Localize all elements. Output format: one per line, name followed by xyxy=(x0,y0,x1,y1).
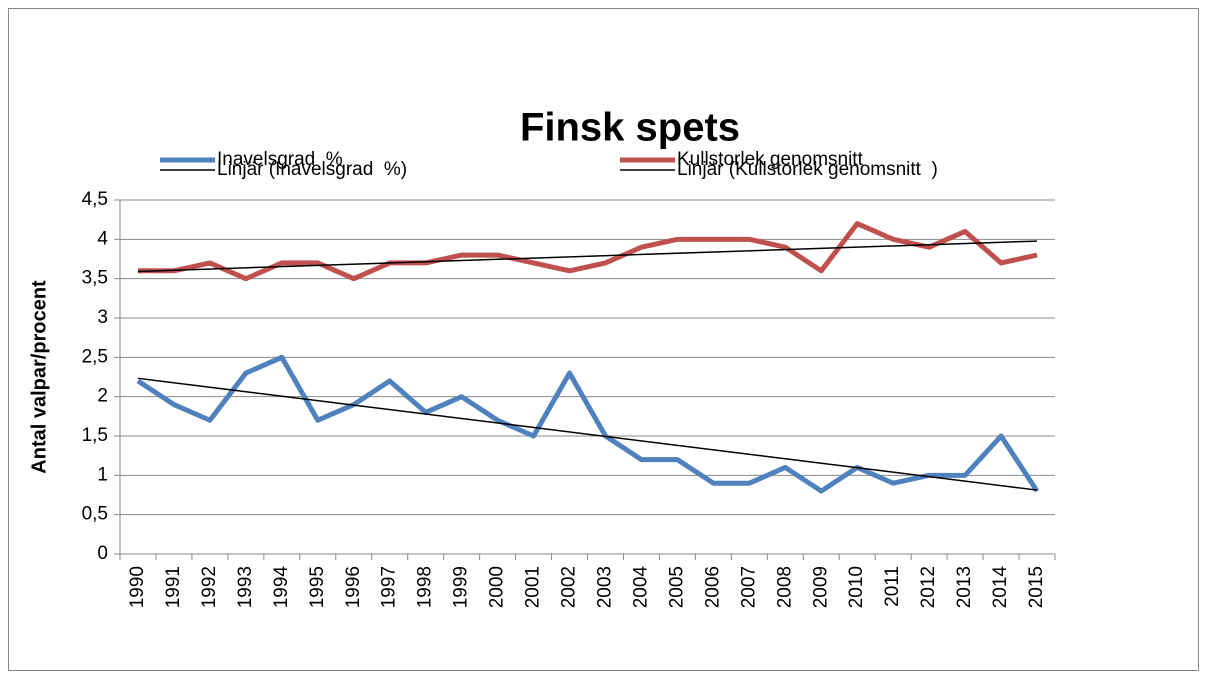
y-tick-label: 0,5 xyxy=(82,504,108,525)
x-tick-label: 2007 xyxy=(738,566,759,608)
chart-title: Finsk spets xyxy=(520,106,740,150)
x-tick-label: 1999 xyxy=(451,566,472,608)
legend-label: Linjär (Kullstorlek genomsnitt ) xyxy=(677,159,938,180)
trend-line xyxy=(137,377,1038,491)
y-tick-label: 3,5 xyxy=(82,268,108,289)
y-tick-label: 4,5 xyxy=(82,189,108,210)
x-tick-label: 2012 xyxy=(918,566,939,608)
legend-label: Linjär (Inavelsgrad %) xyxy=(217,159,407,180)
x-tick-label: 2009 xyxy=(810,566,831,608)
x-tick-label: 2006 xyxy=(702,566,723,608)
x-tick-label: 2008 xyxy=(774,566,795,608)
x-tick-label: 2004 xyxy=(630,566,651,609)
y-tick-label: 2,5 xyxy=(82,346,108,367)
y-axis-label: Antal valpar/procent xyxy=(28,280,50,474)
x-tick-label: 2014 xyxy=(990,566,1011,609)
series-line xyxy=(136,354,1040,494)
x-tick-label: 1995 xyxy=(307,566,328,608)
y-tick-label: 1,5 xyxy=(82,425,108,446)
x-tick-label: 2010 xyxy=(846,566,867,608)
x-tick-label: 2005 xyxy=(666,566,687,608)
y-tick-label: 1 xyxy=(97,464,108,485)
x-tick-label: 1996 xyxy=(343,566,364,608)
x-tick-label: 2015 xyxy=(1026,566,1047,608)
series-line xyxy=(137,221,1038,282)
x-tick-label: 1990 xyxy=(127,566,148,608)
x-tick-label: 1991 xyxy=(163,566,184,608)
chart-border xyxy=(8,8,1199,671)
x-tick-label: 1993 xyxy=(235,566,256,608)
x-tick-label: 2000 xyxy=(487,566,508,608)
trend-line xyxy=(137,240,1038,273)
x-tick-label: 2011 xyxy=(882,566,903,607)
legend-label: Kullstorlek genomsnitt xyxy=(677,149,864,170)
legend-label: Inavelsgrad % xyxy=(217,149,343,170)
x-tick-label: 2002 xyxy=(559,566,580,608)
x-tick-label: 1998 xyxy=(415,566,436,608)
y-tick-label: 3 xyxy=(97,307,108,328)
x-tick-label: 1997 xyxy=(379,566,400,608)
x-tick-label: 1994 xyxy=(271,566,292,609)
x-tick-label: 2001 xyxy=(523,566,544,608)
x-tick-label: 1992 xyxy=(199,566,220,608)
y-tick-label: 0 xyxy=(97,543,108,564)
y-tick-label: 4 xyxy=(97,228,108,249)
x-tick-label: 2003 xyxy=(594,566,615,608)
x-tick-label: 2013 xyxy=(954,566,975,608)
y-tick-label: 2 xyxy=(97,386,108,407)
